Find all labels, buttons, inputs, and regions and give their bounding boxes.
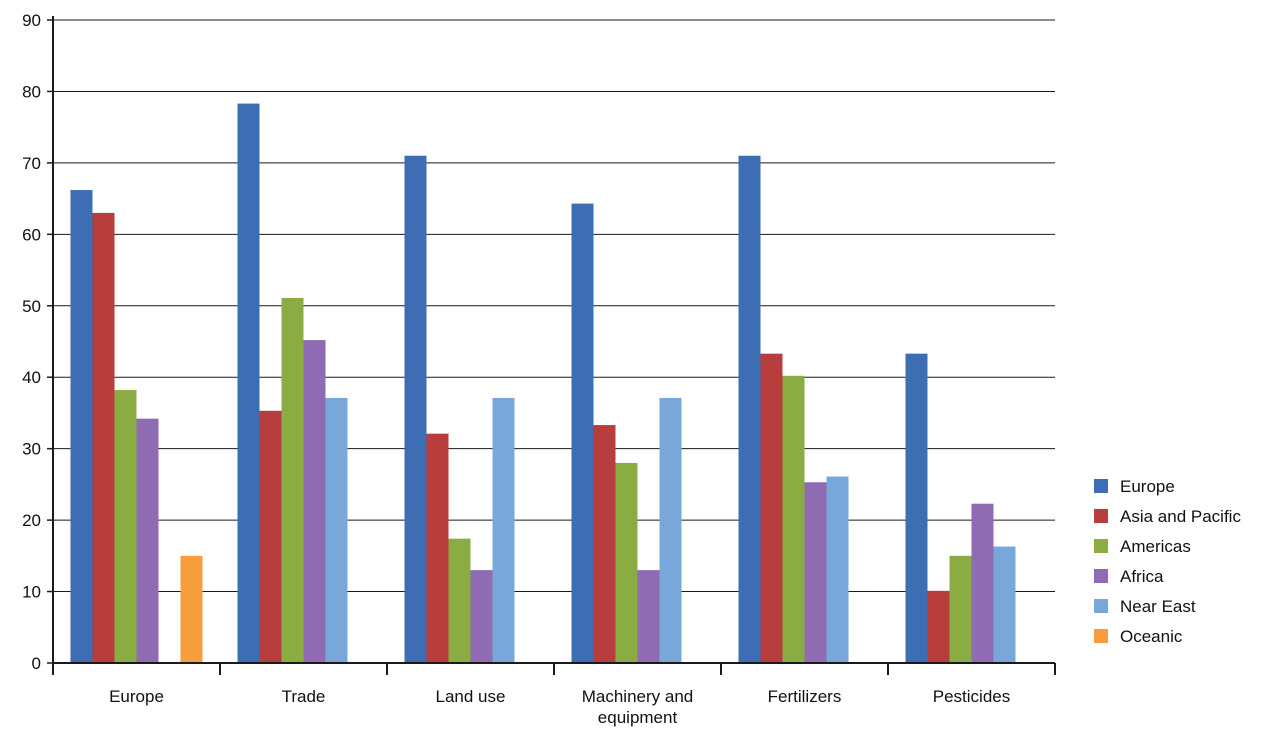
- x-category-label: Europe: [109, 687, 164, 706]
- x-category-label: Land use: [436, 687, 506, 706]
- bar-americas: [782, 375, 805, 663]
- bar-europe: [237, 103, 260, 664]
- legend-label: Near East: [1120, 597, 1196, 616]
- grid-lines: [53, 19, 1055, 593]
- bar-asia-and-pacific: [259, 410, 282, 663]
- bar-europe: [70, 190, 93, 663]
- bar-asia-and-pacific: [426, 433, 449, 663]
- y-tick-label: 10: [22, 583, 41, 602]
- y-tick-label: 70: [22, 154, 41, 173]
- bar-europe: [905, 353, 928, 663]
- bar-africa: [470, 570, 493, 663]
- bar-americas: [448, 538, 471, 663]
- bar-europe: [571, 203, 594, 663]
- bar-americas: [281, 297, 304, 663]
- legend: Europe Asia and Pacific Americas Africa Near…: [1094, 477, 1241, 646]
- bar-near-east: [492, 397, 515, 663]
- y-tick-label: 40: [22, 368, 41, 387]
- bar-africa: [804, 482, 827, 663]
- legend-swatch: [1094, 539, 1108, 553]
- x-category-label: Pesticides: [933, 687, 1010, 706]
- x-category-label: Machinery and equipment: [582, 687, 694, 727]
- y-tick-label: 90: [22, 11, 41, 30]
- legend-swatch: [1094, 479, 1108, 493]
- legend-label: Europe: [1120, 477, 1175, 496]
- legend-swatch: [1094, 509, 1108, 523]
- y-tick-label: 0: [32, 654, 41, 673]
- legend-swatch: [1094, 629, 1108, 643]
- bar-americas: [949, 555, 972, 663]
- y-tick-label: 60: [22, 225, 41, 244]
- x-category-label: Trade: [282, 687, 326, 706]
- bar-europe: [404, 155, 427, 663]
- x-category-label: Fertilizers: [768, 687, 842, 706]
- bar-near-east: [993, 546, 1016, 663]
- y-tick-label: 20: [22, 511, 41, 530]
- bar-americas: [615, 462, 638, 663]
- legend-label: Africa: [1120, 567, 1164, 586]
- legend-swatch: [1094, 599, 1108, 613]
- bars: [70, 103, 1016, 664]
- bar-oceanic: [180, 555, 203, 663]
- bar-near-east: [325, 397, 348, 663]
- bar-africa: [971, 503, 994, 663]
- bar-near-east: [659, 397, 682, 663]
- bar-near-east: [826, 476, 849, 663]
- bar-asia-and-pacific: [760, 353, 783, 663]
- legend-swatch: [1094, 569, 1108, 583]
- legend-label: Oceanic: [1120, 627, 1183, 646]
- axes: [47, 16, 1056, 675]
- x-category-labels: Europe Trade Land use Machinery and equipmen…: [109, 687, 1010, 727]
- y-tick-label: 50: [22, 297, 41, 316]
- y-tick-label: 30: [22, 440, 41, 459]
- legend-label: Americas: [1120, 537, 1191, 556]
- legend-label: Asia and Pacific: [1120, 507, 1241, 526]
- bar-africa: [136, 418, 159, 663]
- y-tick-label: 80: [22, 82, 41, 101]
- bar-americas: [114, 390, 137, 663]
- bar-africa: [637, 570, 660, 663]
- bar-europe: [738, 155, 761, 663]
- y-tick-labels: 0 10 20 30 40 50 60 70 80 90: [22, 11, 41, 673]
- bar-asia-and-pacific: [927, 590, 950, 663]
- bar-asia-and-pacific: [593, 425, 616, 663]
- bar-africa: [303, 340, 326, 663]
- bar-asia-and-pacific: [92, 212, 115, 663]
